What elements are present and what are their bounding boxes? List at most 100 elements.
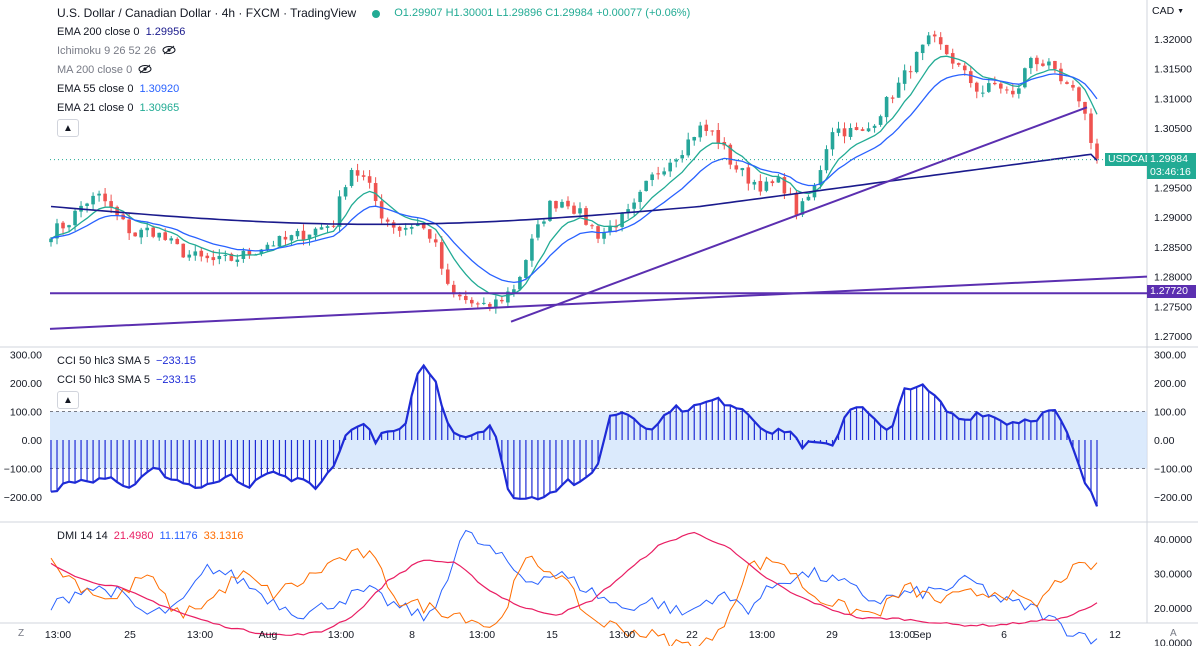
time-tick-label: 15 (546, 629, 558, 641)
indicator-row[interactable]: EMA 55 close 0 1.30920 (57, 80, 185, 99)
collapse-legend-button[interactable]: ▲ (57, 119, 79, 137)
price-pane (49, 30, 1148, 330)
candle-body (49, 238, 53, 243)
eye-off-icon[interactable] (162, 45, 176, 59)
ema-55-line (50, 73, 1098, 284)
time-tick-label: 6 (1001, 629, 1007, 641)
indicator-row[interactable]: EMA 21 close 0 1.30965 (57, 99, 185, 118)
candle-body (385, 219, 390, 222)
candle-body (319, 227, 324, 230)
dmi-tick-label: 40.0000 (1154, 534, 1192, 546)
candle-body (307, 234, 312, 239)
time-tick-label: 13:00 (45, 629, 71, 641)
candle-body (337, 196, 342, 227)
indicator-label: EMA 21 close 0 (57, 102, 134, 114)
candle-body (608, 225, 612, 232)
axes: 1.32000 1.31500 1.31000 1.30500 1.29500 1.290… (4, 34, 1193, 646)
currency-label: CAD (1152, 5, 1175, 17)
candle-body (884, 97, 889, 118)
candle-body (656, 173, 660, 175)
time-tick-label: 13:00 (609, 629, 635, 641)
indicator-value: 1.29956 (145, 26, 186, 38)
time-tick-label: 12 (1109, 629, 1121, 641)
ohlc-readout: O1.29907 H1.30001 L1.29896 C1.29984 +0.0… (394, 7, 691, 19)
candle-body (1065, 82, 1069, 84)
candle-body (109, 201, 113, 207)
candle-body (265, 244, 270, 251)
candle-body (872, 125, 877, 128)
candle-body (343, 187, 348, 197)
candle-body (433, 239, 438, 243)
dmi-value-3: 33.1316 (203, 530, 244, 542)
cci-value: −233.15 (155, 355, 197, 367)
candle-body (626, 209, 630, 213)
price-tick-label: 1.32000 (1154, 34, 1192, 46)
cci-value: −233.15 (155, 374, 197, 386)
candle-body (848, 128, 853, 137)
candle-body (271, 245, 276, 247)
eye-off-icon[interactable] (138, 64, 152, 78)
price-tick-label: 1.30500 (1154, 123, 1192, 135)
candle-body (301, 230, 306, 240)
dmi-minus-line (50, 548, 1098, 646)
cci-tick-label-left: 200.00 (10, 378, 42, 390)
candle-body (632, 202, 636, 209)
candle-body (944, 44, 949, 55)
dmi-label[interactable]: DMI 14 14 (57, 530, 108, 542)
cci-tick-label-left: 300.00 (10, 350, 42, 362)
candle-body (1053, 60, 1057, 69)
candle-body (554, 200, 558, 209)
candle-body (548, 200, 552, 221)
cci-collapse-button[interactable]: ▲ (57, 391, 79, 409)
candle-body (986, 83, 991, 92)
candle-body (506, 291, 510, 303)
candle-body (674, 159, 678, 162)
indicator-row[interactable]: EMA 200 close 0 1.29956 (57, 23, 185, 42)
candle-body (650, 174, 654, 181)
candle-body (488, 303, 492, 307)
candle-body (157, 232, 162, 238)
chart-header: U.S. Dollar / Canadian Dollar · 4h · FXC… (57, 4, 690, 23)
currency-selector[interactable]: CAD ▼ (1152, 5, 1184, 17)
auto-scale-button[interactable]: A (1170, 628, 1177, 639)
dmi-plus-line (50, 529, 1098, 645)
candle-body (800, 201, 805, 215)
candle-body (427, 229, 432, 239)
candle-body (920, 44, 925, 54)
dmi-tick-label: 10.0000 (1154, 638, 1192, 646)
candle-body (662, 171, 666, 175)
time-tick-label: 22 (686, 629, 698, 641)
candle-body (379, 201, 384, 219)
candle-body (103, 193, 107, 202)
cci-legend-row[interactable]: CCI 50 hlc3 SMA 5 −233.15 (57, 352, 196, 371)
cci-legend-row[interactable]: CCI 50 hlc3 SMA 5 −233.15 (57, 371, 196, 390)
dmi-legend: DMI 14 14 21.4980 11.1176 33.1316 (57, 527, 243, 546)
candle-body (1041, 63, 1045, 66)
indicator-label: MA 200 close 0 (57, 64, 133, 76)
indicator-legend: EMA 200 close 0 1.29956 Ichimoku 9 26 52 2… (57, 23, 185, 118)
candle-body (902, 70, 907, 84)
indicator-row[interactable]: MA 200 close 0 (57, 61, 185, 80)
cci-tick-label-left: 100.00 (10, 407, 42, 419)
zoom-button[interactable]: Z (18, 628, 25, 639)
candle-body (698, 125, 703, 138)
candle-body (908, 71, 913, 73)
cci-label: CCI 50 hlc3 SMA 5 (57, 355, 150, 367)
candle-body (193, 251, 198, 256)
indicator-row[interactable]: Ichimoku 9 26 52 26 (57, 42, 185, 61)
candle-body (914, 51, 919, 73)
candle-body (295, 231, 300, 237)
candle-body (836, 128, 841, 133)
time-tick-label: 13:00 (749, 629, 775, 641)
candle-body (259, 249, 264, 254)
indicator-label: EMA 55 close 0 (57, 83, 134, 95)
price-tick-label: 1.27000 (1154, 331, 1192, 343)
candle-body (247, 250, 252, 256)
uptrend-line (510, 106, 1088, 323)
candle-body (999, 83, 1003, 89)
candle-body (518, 276, 522, 290)
chevron-up-icon: ▲ (63, 394, 73, 406)
candle-body (932, 34, 937, 37)
symbol-title[interactable]: U.S. Dollar / Canadian Dollar · 4h · FXC… (57, 6, 357, 20)
